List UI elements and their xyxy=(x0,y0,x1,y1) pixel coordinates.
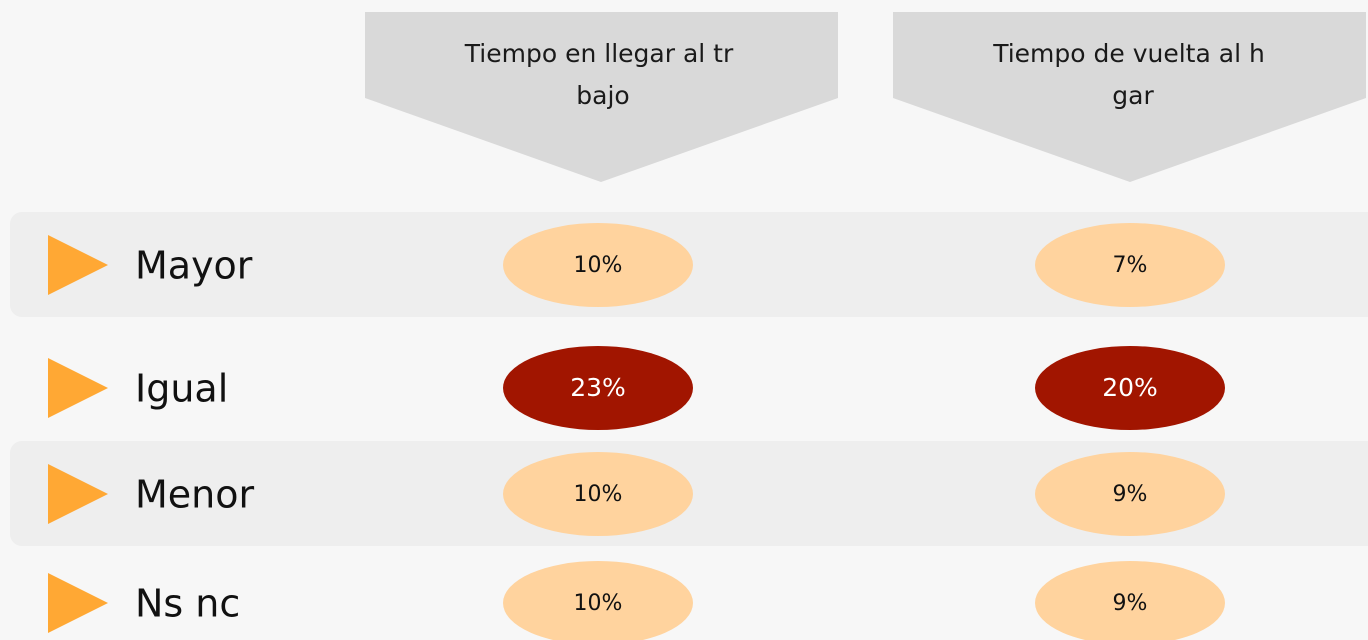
row-label: Menor xyxy=(135,473,254,517)
row-label: Mayor xyxy=(135,244,253,288)
column-header: Tiempo de vuelta al h gar xyxy=(992,39,1273,110)
value-text: 9% xyxy=(1113,591,1148,616)
value-badge xyxy=(503,223,693,307)
column-header-shape xyxy=(893,12,1366,182)
row-marker xyxy=(48,573,108,633)
value-text: 23% xyxy=(570,373,626,402)
value-text: 10% xyxy=(574,253,623,278)
column-header-line: Tiempo en llegar al tr xyxy=(464,39,734,68)
column-header-line: gar xyxy=(1112,81,1154,110)
row-label: Ns nc xyxy=(135,582,240,626)
column-header-shape xyxy=(365,12,838,182)
value-badge xyxy=(503,452,693,536)
row-marker xyxy=(48,464,108,524)
column-header-line: bajo xyxy=(576,81,629,110)
value-badge xyxy=(503,561,693,640)
value-text: 7% xyxy=(1113,253,1148,278)
value-text: 9% xyxy=(1113,482,1148,507)
value-text: 20% xyxy=(1102,373,1158,402)
value-text: 10% xyxy=(574,591,623,616)
value-badge xyxy=(1035,452,1225,536)
column-header-line: Tiempo de vuelta al h xyxy=(992,39,1265,68)
value-badge xyxy=(1035,346,1225,430)
value-text: 10% xyxy=(574,482,623,507)
row-label: Igual xyxy=(135,367,228,411)
row-marker xyxy=(48,235,108,295)
value-badge xyxy=(503,346,693,430)
row-marker xyxy=(48,358,108,418)
value-badge xyxy=(1035,223,1225,307)
column-header: Tiempo en llegar al tr bajo xyxy=(464,39,741,110)
value-badge xyxy=(1035,561,1225,640)
rows: Mayor 10% 7% Igual 23% 20% Menor 10% 9% Ns nc 10% 9… xyxy=(10,212,1368,640)
